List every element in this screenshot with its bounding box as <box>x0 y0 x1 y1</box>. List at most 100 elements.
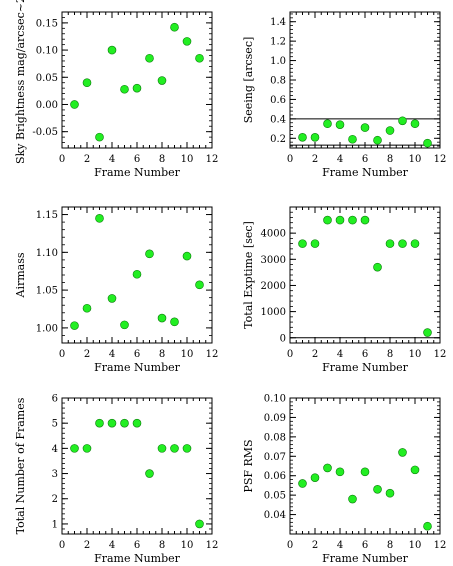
airmass-xtick-label: 0 <box>59 349 65 360</box>
seeing-data-point <box>423 138 432 148</box>
airmass-data-point <box>157 313 167 323</box>
sky-brightness-ytick-label: -0.05 <box>32 127 58 138</box>
panel-seeing: 0 2 4 6 8 10 12 0.2 0.4 0.6 0.8 1.0 1.2 1.4 Frame Numb… <box>242 11 447 179</box>
nframes-data-point <box>195 519 204 529</box>
seeing-ytick-label: 1.0 <box>270 56 286 67</box>
airmass-ytick-label: 1.05 <box>36 286 58 297</box>
seeing-y-axis-label: Seeing [arcsec] <box>242 37 255 124</box>
psf-rms-ytick-label: 0.08 <box>264 432 286 443</box>
seeing-data-point <box>373 135 382 145</box>
nframes-ytick-label: 2 <box>52 494 58 505</box>
sky-brightness-xtick-label: 6 <box>134 154 140 165</box>
seeing-ytick-label: 0.6 <box>270 95 286 106</box>
seeing-xtick-label: 8 <box>387 154 393 165</box>
psf-rms-ytick-label: 0.07 <box>264 452 286 463</box>
psf-rms-data-point <box>423 521 432 531</box>
psf-rms-xtick-label: 10 <box>409 540 422 551</box>
airmass-data-point <box>82 303 92 313</box>
seeing-xtick-label: 10 <box>409 154 422 165</box>
psf-rms-xtick-label: 0 <box>287 540 293 551</box>
exptime-ytick-label: 1000 <box>261 307 286 318</box>
nframes-data-point <box>70 444 79 453</box>
airmass-xtick-label: 2 <box>84 349 90 360</box>
exptime-xtick-label: 12 <box>434 349 447 360</box>
panel-exptime: 0 2 4 6 8 10 12 0 1000 2000 3000 4000 Frame Number To… <box>242 206 447 374</box>
exptime-ytick-label: 4000 <box>261 229 286 240</box>
exptime-data-point <box>348 215 357 225</box>
sky-brightness-data-point <box>157 76 167 85</box>
sky-brightness-data-point <box>95 132 104 142</box>
nframes-ytick-label: 5 <box>52 419 58 430</box>
nframes-y-axis-label: Total Number of Frames <box>14 397 27 534</box>
sky-brightness-data-point <box>107 45 117 55</box>
nframes-xtick-label: 4 <box>109 540 115 551</box>
nframes-data-point <box>107 418 117 428</box>
seeing-data-point <box>310 133 320 142</box>
airmass-data-point <box>132 269 142 279</box>
exptime-ytick-label: 3000 <box>261 255 286 266</box>
nframes-ytick-label: 4 <box>52 444 58 455</box>
psf-rms-ytick-label: 0.09 <box>264 413 286 424</box>
airmass-xtick-label: 8 <box>159 349 165 360</box>
psf-rms-data-point <box>298 479 307 488</box>
nframes-data-point <box>120 418 129 428</box>
panel-airmass: 0 2 4 6 8 10 12 1.00 1.05 1.10 1.15 Frame Number Air… <box>14 206 218 374</box>
nframes-xtick-label: 12 <box>206 540 219 551</box>
psf-rms-data-point <box>335 467 345 477</box>
exptime-data-point <box>410 239 420 248</box>
nframes-plot-frame <box>61 397 213 535</box>
nframes-ytick-label: 3 <box>52 469 58 480</box>
exptime-data-point <box>385 239 395 248</box>
nframes-data-point <box>157 444 167 453</box>
seeing-xtick-label: 0 <box>287 154 293 165</box>
seeing-data-point <box>410 119 420 129</box>
airmass-y-axis-label: Airmass <box>14 252 27 298</box>
psf-rms-xtick-label: 12 <box>434 540 447 551</box>
sky-brightness-y-axis-label: Sky Brightness mag/arcsec~2 <box>14 0 27 164</box>
seeing-ytick-label: 0.8 <box>270 76 286 87</box>
seeing-x-axis-label: Frame Number <box>322 166 409 179</box>
psf-rms-ytick-label: 0.06 <box>264 471 286 482</box>
airmass-xtick-label: 10 <box>181 349 194 360</box>
exptime-data-point <box>423 328 432 337</box>
airmass-data-point <box>120 320 129 330</box>
seeing-data-point <box>348 134 357 144</box>
nframes-data-point <box>82 444 92 453</box>
seeing-ytick-label: 0.4 <box>270 114 286 125</box>
exptime-data-point <box>373 262 382 272</box>
seeing-data-point <box>335 120 345 129</box>
airmass-ytick-label: 1.10 <box>36 248 58 259</box>
panel-sky-brightness: 0 2 4 6 8 10 12 -0.05 0.00 0.05 0.10 0.15 Frame Numb… <box>14 0 218 179</box>
seeing-xtick-label: 12 <box>434 154 447 165</box>
exptime-xtick-label: 10 <box>409 349 422 360</box>
seeing-ytick-label: 1.4 <box>270 17 286 28</box>
exptime-data-point <box>360 215 370 225</box>
exptime-xtick-label: 0 <box>287 349 293 360</box>
nframes-xtick-label: 0 <box>59 540 65 551</box>
sky-brightness-data-point <box>70 100 79 109</box>
nframes-xtick-label: 8 <box>159 540 165 551</box>
psf-rms-data-point <box>410 465 420 475</box>
sky-brightness-xtick-label: 10 <box>181 154 194 165</box>
sky-brightness-data-point <box>120 84 129 94</box>
nframes-data-point <box>145 469 154 478</box>
exptime-xtick-label: 6 <box>362 349 368 360</box>
exptime-ytick-label: 0 <box>280 333 286 344</box>
psf-rms-xtick-label: 2 <box>312 540 318 551</box>
nframes-xtick-label: 10 <box>181 540 194 551</box>
seeing-xtick-label: 4 <box>337 154 343 165</box>
sky-brightness-data-point <box>195 53 204 63</box>
sky-brightness-data-point <box>145 53 154 63</box>
nframes-ytick-label: 6 <box>52 394 58 405</box>
nframes-data-point <box>132 418 142 428</box>
psf-rms-xtick-label: 6 <box>362 540 368 551</box>
seeing-ytick-label: 0.2 <box>270 134 286 145</box>
airmass-x-axis-label: Frame Number <box>94 361 181 374</box>
nframes-xtick-label: 6 <box>134 540 140 551</box>
exptime-xtick-label: 8 <box>387 349 393 360</box>
airmass-data-point <box>70 321 79 330</box>
sky-brightness-xtick-label: 12 <box>206 154 219 165</box>
exptime-ytick-label: 2000 <box>261 281 286 292</box>
airmass-data-point <box>195 280 204 290</box>
psf-rms-data-point <box>398 448 407 457</box>
